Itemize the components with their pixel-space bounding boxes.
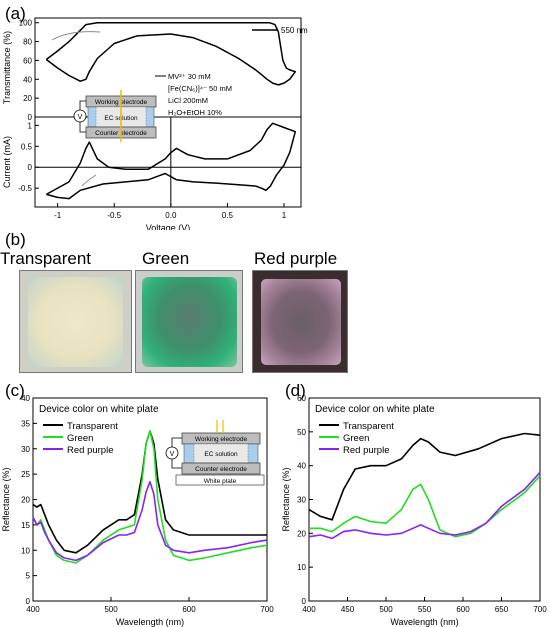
x-tick-label: 400	[26, 605, 40, 614]
series-line-0	[45, 21, 297, 86]
series-line-0	[308, 432, 541, 521]
y-tick-label: 40	[297, 462, 306, 471]
counter-electrode-label-c: Counter electrode	[195, 466, 247, 473]
condition-licl: LiCl 200mM	[168, 96, 208, 105]
condition-mv: MV²⁺ 30 mM	[168, 72, 211, 81]
y-tick-label: 10	[21, 546, 30, 555]
y-tick-label: 30	[297, 496, 306, 505]
x-tick-label: 500	[379, 605, 393, 614]
x-tick-label: 450	[341, 605, 355, 614]
panel-c-label: (c)	[5, 381, 25, 400]
y-tick-label: 0	[302, 597, 307, 606]
plot-frame	[34, 116, 302, 208]
x-axis-label: Wavelength (nm)	[116, 617, 184, 627]
x-tick-label: 0.5	[222, 211, 234, 220]
white-plate-label: White plate	[204, 478, 237, 485]
cv-plot: -0.5 0 0.5 1 -1 -0.5 0.0 0.5 1 Voltage (V) Current…	[2, 116, 302, 230]
x-tick-label: 600	[456, 605, 470, 614]
panel-d-figure: 0 10 20 30 40 50 60 400 450 500 550 600 650 700 Wavele…	[282, 394, 547, 627]
x-tick-label: -1	[54, 211, 62, 220]
photo-title-green: Green	[142, 249, 190, 268]
photo-title-red-purple: Red purple	[254, 249, 338, 268]
y-tick-label: 100	[19, 19, 33, 28]
x-axis-label: Voltage (V)	[146, 223, 191, 230]
legend-label-0: Transparent	[67, 421, 118, 432]
y-axis-label: Reflectance (%)	[282, 467, 291, 531]
device-photo-red-purple	[252, 270, 348, 373]
y-tick-label: 50	[297, 428, 306, 437]
y-tick-label: 25	[21, 470, 30, 479]
reflectance-plot-d: 0 10 20 30 40 50 60 400 450 500 550 600 650 700 Wavele…	[282, 394, 547, 627]
legend-label-2: Red purple	[67, 445, 113, 456]
x-tick-label: 0.0	[165, 211, 177, 220]
y-tick-label: 80	[23, 38, 32, 47]
y-tick-label: 60	[297, 394, 306, 403]
x-tick-label: -0.5	[107, 211, 121, 220]
panel-a-label: (a)	[5, 4, 26, 23]
y-tick-label: 35	[21, 419, 30, 428]
x-tick-label: 500	[104, 605, 118, 614]
x-tick-label: 700	[260, 605, 274, 614]
voltage-source-icon-c	[165, 446, 179, 460]
condition-solvent: H₂O+EtOH 10%	[168, 108, 222, 117]
scan-direction-arrow-bottom	[81, 174, 97, 187]
chart-title: Device color on white plate	[315, 404, 435, 415]
scan-direction-arrow-top	[51, 31, 101, 41]
panel-d-label: (d)	[285, 381, 306, 400]
voltage-source-icon	[73, 109, 87, 123]
y-tick-label: 1	[28, 121, 33, 130]
chart-title: Device color on white plate	[39, 404, 159, 415]
y-axis-label: Current (mA)	[2, 136, 12, 188]
y-tick-label: 60	[23, 56, 32, 65]
series-line-2	[32, 480, 268, 562]
y-tick-label: 40	[21, 394, 30, 403]
y-tick-label: 0	[26, 597, 31, 606]
voltage-source-label: V	[78, 114, 83, 121]
y-tick-label: 0	[28, 113, 33, 122]
device-photo-transparent	[19, 270, 132, 373]
y-tick-label: 20	[21, 496, 30, 505]
x-tick-label: 1	[282, 211, 287, 220]
y-tick-label: 20	[297, 529, 306, 538]
working-electrode-label-c: Working electrode	[195, 436, 248, 443]
panel-c-figure: 0 5 10 15 20 25 30 35 40 400 500 600 700 Wavelength (…	[1, 394, 274, 627]
panel-b-label: (b)	[5, 230, 26, 249]
legend-label-1: Green	[67, 433, 93, 444]
condition-ferrocyanide: [Fe(CN₆)]⁴⁻ 50 mM	[168, 84, 232, 93]
x-tick-label: 400	[302, 605, 316, 614]
y-tick-label: 15	[21, 521, 30, 530]
y-tick-label: 0.5	[21, 142, 33, 151]
x-axis-label: Wavelength (nm)	[390, 617, 458, 627]
y-tick-label: 40	[23, 75, 32, 84]
x-tick-label: 550	[418, 605, 432, 614]
device-photo-green	[135, 270, 243, 373]
series-line-0	[32, 430, 267, 554]
y-tick-label: 20	[23, 94, 32, 103]
x-tick-label: 650	[495, 605, 509, 614]
y-tick-label: -0.5	[18, 184, 32, 193]
series-line-2	[308, 471, 541, 540]
y-axis-label: Transmittance (%)	[2, 31, 12, 104]
y-tick-label: 10	[297, 563, 306, 572]
series-line-1	[309, 475, 541, 538]
legend-label-550nm: 550 nm	[281, 26, 308, 35]
series-line-0	[45, 122, 297, 200]
legend-label-0: Transparent	[343, 421, 394, 432]
legend-label-1: Green	[343, 433, 369, 444]
ec-solution-label-c: EC solution	[204, 451, 238, 458]
legend-label-2: Red purple	[343, 445, 389, 456]
x-tick-label: 600	[182, 605, 196, 614]
device-schematic-a: Working electrode EC solution Counter el…	[73, 90, 157, 142]
y-tick-label: 5	[26, 572, 31, 581]
reflectance-plot-c: 0 5 10 15 20 25 30 35 40 400 500 600 700 Wavelength (…	[1, 394, 274, 627]
y-tick-label: 30	[21, 445, 30, 454]
y-tick-label: 0	[28, 163, 33, 172]
voltage-source-label-c: V	[170, 451, 175, 458]
x-tick-label: 700	[533, 605, 547, 614]
photo-title-transparent: Transparent	[0, 249, 92, 268]
device-schematic-c: Working electrode EC solution Counter el…	[165, 420, 265, 486]
y-axis-label: Reflectance (%)	[1, 467, 11, 531]
